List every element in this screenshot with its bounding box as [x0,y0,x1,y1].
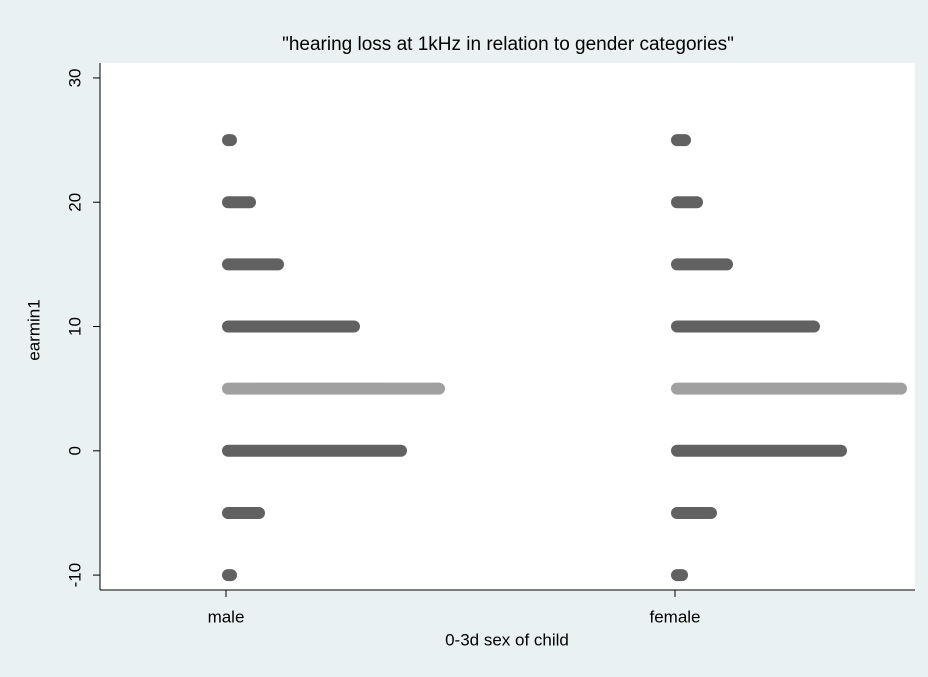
y-tick-label: 10 [65,317,84,336]
y-tick-label: 30 [65,68,84,87]
x-axis-title: 0-3d sex of child [445,630,569,649]
x-tick-label: female [649,607,700,626]
y-tick-label: -10 [65,563,84,588]
y-tick-label: 20 [65,193,84,212]
y-tick-label: 0 [65,446,84,455]
chart-title: "hearing loss at 1kHz in relation to gen… [282,34,734,55]
y-axis-title: earmin1 [24,299,43,360]
x-tick-label: male [208,607,245,626]
